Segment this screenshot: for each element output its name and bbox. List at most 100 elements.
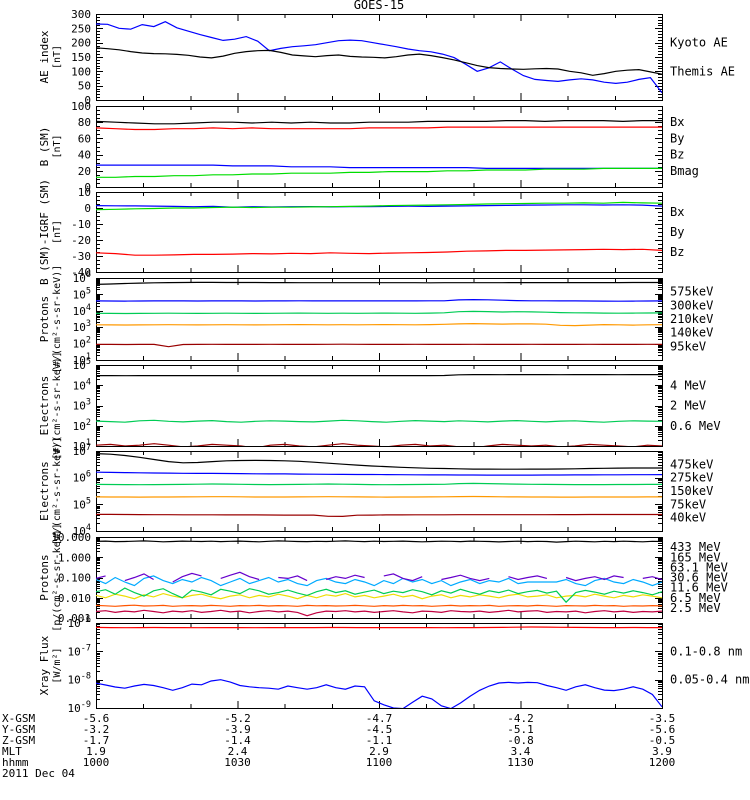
- axis-row-value: -4.5: [366, 723, 393, 736]
- panel-b-sm: 0 20 40 60 80 100 B (SM) [nT] Bx By Bz Bmag: [38, 100, 699, 194]
- axis-ticks: [96, 106, 663, 188]
- axis-ticks: [96, 623, 663, 709]
- axis-row-label-hhmm: hhmm: [2, 756, 29, 769]
- series-group: [96, 626, 662, 708]
- series-475kev: [96, 513, 662, 518]
- series-2-5-mev: [96, 540, 662, 543]
- legend-0-6-mev: 0.6 MeV: [670, 419, 721, 433]
- legend-bz: Bz: [670, 245, 684, 259]
- svg-text:1.000: 1.000: [58, 551, 91, 564]
- panel-electrons-mev: 105 104 103 102 101 Electrons [#/(cm²-s-sr-keV…: [38, 351, 721, 459]
- axis-row-value: -4.7: [366, 712, 393, 725]
- svg-text:102: 102: [73, 336, 91, 351]
- legend-bmag: Bmag: [670, 164, 699, 178]
- svg-text:102: 102: [73, 418, 91, 433]
- svg-text:150: 150: [71, 51, 91, 64]
- axis-row-label-z-gsm: Z-GSM: [2, 734, 35, 747]
- legend-by: By: [670, 225, 684, 239]
- axis-ticks: [96, 451, 663, 532]
- svg-text:10-7: 10-7: [68, 643, 92, 658]
- axis-row-value: -3.9: [224, 723, 251, 736]
- y-axis-units: [#/(cm²-s-sr-keV)]: [52, 351, 63, 459]
- y-tick-labels: 107 106 105 104: [73, 443, 91, 538]
- y-axis-title: Electrons: [38, 376, 51, 436]
- svg-text:200: 200: [71, 37, 91, 50]
- legend-30-6-mev: 30.6 MeV: [670, 571, 728, 585]
- svg-text:10-8: 10-8: [68, 672, 92, 687]
- svg-text:80: 80: [78, 116, 91, 129]
- svg-text:50: 50: [78, 80, 91, 93]
- legend-40kev: 40keV: [670, 511, 706, 525]
- series-140kev: [96, 298, 662, 302]
- series-group: [96, 540, 662, 617]
- panel-frame: [96, 451, 663, 532]
- series-group: [96, 281, 662, 348]
- axis-ticks: [96, 365, 663, 447]
- y-tick-labels: 105 104 103 102 101: [73, 357, 91, 453]
- axis-row-label-x-gsm: X-GSM: [2, 712, 35, 725]
- series-300kev: [96, 322, 662, 327]
- svg-text:-40: -40: [71, 266, 91, 279]
- y-axis-title: B (SM)-IGRF (SM): [38, 179, 51, 285]
- legend-6-5-mev: 6.5 MeV: [670, 591, 721, 605]
- legend-bx: Bx: [670, 205, 684, 219]
- series-150kev: [96, 482, 662, 486]
- series-2-mev: [96, 419, 662, 423]
- svg-text:106: 106: [73, 270, 91, 285]
- series-0-05-0-4-nm: [96, 679, 662, 708]
- series-group: [96, 120, 662, 178]
- series-themis-ae: [96, 47, 662, 76]
- panel-electrons-kev: 107 106 105 104 Electrons [#/(cm²-s-sr-keV)] 4…: [38, 437, 713, 545]
- legend-themis-ae: Themis AE: [670, 64, 735, 78]
- svg-text:106: 106: [73, 470, 91, 485]
- series-63-1-mev: [96, 592, 662, 600]
- legend-2-mev: 2 MeV: [670, 399, 706, 413]
- legend-11-6-mev: 11.6 MeV: [670, 581, 728, 595]
- axis-row-value: -5.6: [83, 712, 110, 725]
- svg-text:-20: -20: [71, 234, 91, 247]
- panel-protons-mev: 10.000 1.000 0.100 0.010 0.001 Protons [p/(cm²…: [38, 523, 728, 631]
- axis-row-value: 1000: [83, 756, 110, 769]
- svg-text:-30: -30: [71, 250, 91, 263]
- y-axis-units: [nT]: [52, 134, 63, 158]
- y-axis-title: AE index: [38, 30, 51, 83]
- svg-text:101: 101: [73, 352, 91, 367]
- series-bx: [96, 164, 662, 169]
- series-210kev: [96, 310, 662, 315]
- series-by: [96, 167, 662, 178]
- y-axis-title: Electrons: [38, 461, 51, 521]
- plot-title: GOES-15: [353, 0, 405, 12]
- axis-row-value: -0.8: [507, 734, 534, 747]
- svg-text:104: 104: [73, 377, 91, 392]
- series-165-mev: [96, 604, 662, 607]
- axis-row-value: 3.9: [652, 745, 672, 758]
- axis-row-value: -0.5: [649, 734, 676, 747]
- svg-text:10.000: 10.000: [51, 531, 91, 544]
- svg-text:10-9: 10-9: [68, 700, 92, 715]
- bottom-axis-annotations: X-GSM -5.6 -5.2 -4.7 -4.2 -3.5 Y-GSM -3.2 -3.9 -4…: [2, 712, 675, 780]
- series-75kev: [96, 471, 662, 476]
- series-group: [96, 201, 662, 256]
- series-433-mev: [96, 609, 662, 617]
- y-axis-title: Protons: [38, 296, 51, 342]
- axis-row-value: -5.6: [649, 723, 676, 736]
- svg-text:104: 104: [73, 523, 91, 538]
- svg-text:100: 100: [71, 100, 91, 113]
- series-bz: [96, 248, 662, 256]
- svg-text:105: 105: [73, 496, 91, 511]
- y-axis-units: [nT]: [52, 45, 63, 69]
- series-95kev: [96, 281, 662, 285]
- svg-text:0: 0: [84, 202, 91, 215]
- axis-row-value: 1130: [507, 756, 534, 769]
- legend-2-5-mev: 2.5 MeV: [670, 601, 721, 615]
- series-group: [96, 374, 662, 446]
- series-575kev: [96, 343, 662, 348]
- svg-text:0: 0: [84, 181, 91, 194]
- svg-text:103: 103: [73, 319, 91, 334]
- svg-text:0: 0: [84, 94, 91, 107]
- y-axis-units: [W/m²]: [52, 647, 63, 683]
- series-6-5-mev: [96, 571, 662, 583]
- y-tick-labels: 10.000 1.000 0.100 0.010 0.001: [51, 531, 91, 625]
